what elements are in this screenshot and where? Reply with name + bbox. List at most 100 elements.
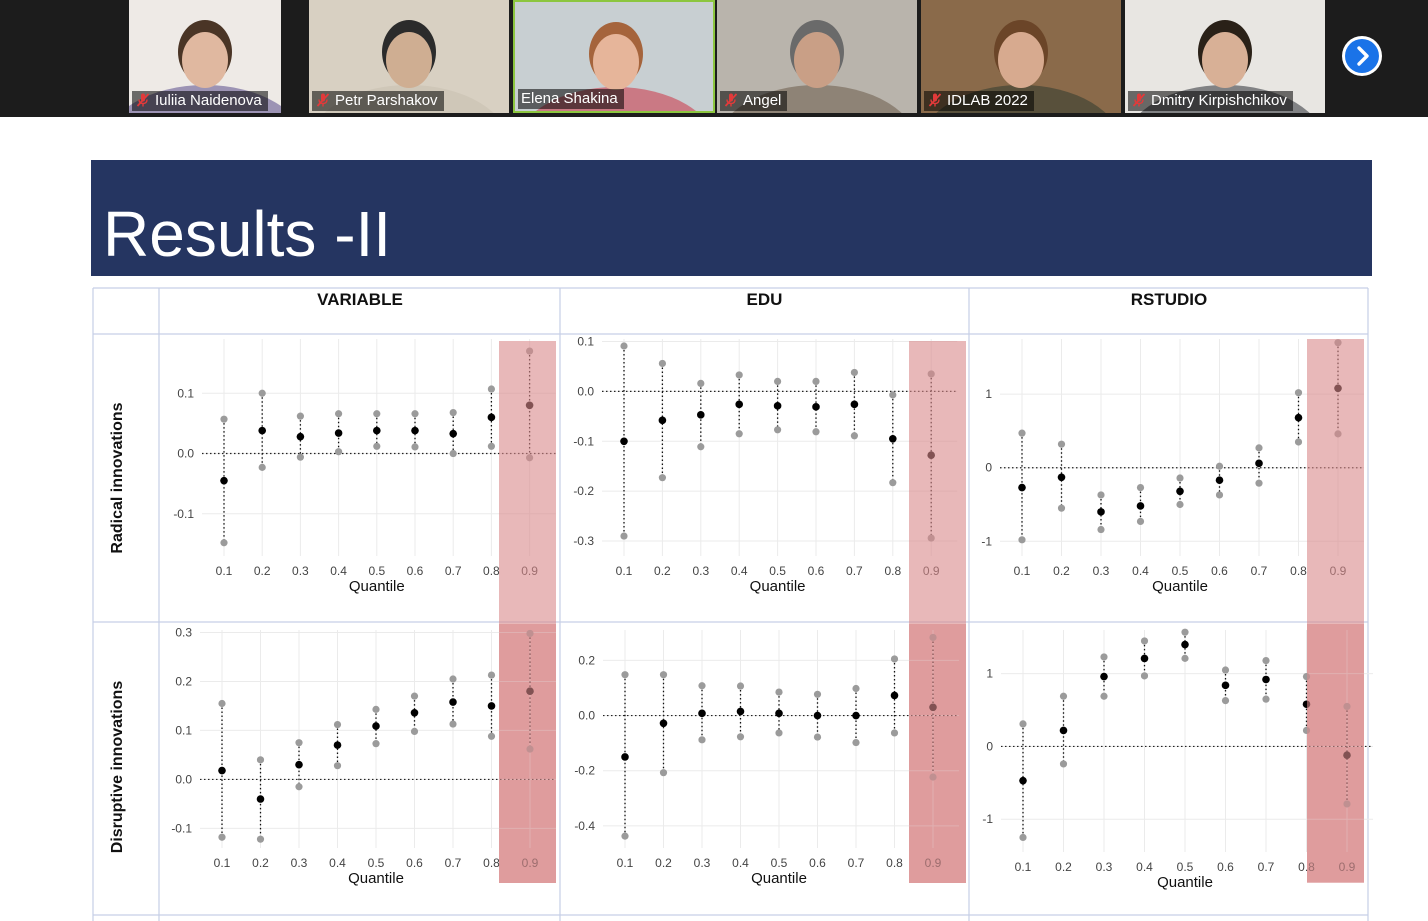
estimate-point — [890, 691, 899, 700]
x-tick-label: 0.2 — [654, 564, 671, 578]
upper-bound-point — [295, 739, 303, 747]
y-tick-label: 0.3 — [175, 625, 192, 639]
lower-bound-point — [410, 727, 419, 736]
estimate-point — [449, 698, 457, 706]
x-axis-label: Quantile — [1157, 874, 1213, 891]
lower-bound-point — [736, 733, 745, 741]
slide-title-bar: Results -II — [91, 160, 1372, 276]
x-tick-label: 0.8 — [483, 564, 500, 578]
estimate-point — [487, 413, 496, 422]
x-tick-label: 0.8 — [1290, 564, 1307, 578]
estimate-point — [334, 429, 343, 437]
participant-name: Angel — [720, 91, 788, 111]
lower-bound-point — [850, 432, 859, 440]
estimate-point — [256, 795, 265, 803]
participant-tile[interactable]: Iuliia Naidenova — [129, 0, 281, 113]
estimate-point — [1019, 776, 1027, 785]
participant-name-text: IDLAB 2022 — [947, 92, 1028, 109]
participant-tile[interactable]: Petr Parshakov — [309, 0, 509, 113]
lower-bound-point — [697, 443, 705, 451]
lower-bound-point — [218, 833, 226, 841]
lower-bound-point — [620, 532, 628, 540]
highlight-quantile-0.9 — [909, 624, 966, 883]
lower-bound-point — [1294, 438, 1303, 446]
x-tick-label: 0.1 — [216, 564, 233, 578]
x-tick-label: 0.1 — [616, 564, 633, 578]
participant-face — [794, 32, 840, 88]
lower-bound-point — [852, 738, 860, 747]
participant-name: Iuliia Naidenova — [132, 91, 268, 111]
x-tick-label: 0.6 — [808, 564, 825, 578]
estimate-point — [1215, 476, 1224, 485]
x-tick-label: 0.1 — [214, 856, 231, 870]
estimate-point — [773, 402, 782, 410]
participant-name-text: Dmitry Kirpishchikov — [1151, 92, 1287, 109]
participant-tile[interactable]: Dmitry Kirpishchikov — [1125, 0, 1325, 113]
y-tick-label: -0.3 — [573, 534, 594, 548]
lower-bound-point — [889, 479, 897, 487]
lower-bound-point — [1221, 697, 1230, 705]
next-page-button[interactable] — [1342, 36, 1382, 76]
upper-bound-point — [852, 684, 860, 693]
slide-title: Results -II — [103, 198, 392, 270]
upper-bound-point — [774, 377, 782, 386]
lower-bound-point — [658, 474, 667, 482]
participant-tile[interactable]: Elena Shakina — [513, 0, 715, 113]
upper-bound-point — [373, 410, 381, 418]
estimate-point — [775, 709, 783, 718]
y-tick-label: 0.2 — [578, 653, 595, 667]
lower-bound-point — [1181, 654, 1189, 662]
x-axis-label: Quantile — [751, 870, 807, 887]
participant-face — [1202, 32, 1248, 88]
upper-bound-point — [659, 671, 668, 679]
lower-bound-point — [1136, 517, 1145, 526]
upper-bound-point — [812, 377, 820, 386]
col-header-edu: EDU — [746, 290, 783, 309]
x-tick-label: 0.3 — [692, 564, 709, 578]
lower-bound-point — [1215, 491, 1224, 499]
upper-bound-point — [411, 410, 419, 418]
participant-name-text: Elena Shakina — [521, 90, 618, 107]
participant-name: Petr Parshakov — [312, 91, 444, 111]
upper-bound-point — [256, 756, 265, 764]
upper-bound-point — [1136, 483, 1145, 492]
x-tick-label: 0.8 — [884, 564, 901, 578]
upper-bound-point — [775, 688, 783, 696]
estimate-point — [813, 711, 822, 720]
participant-name: IDLAB 2022 — [924, 91, 1034, 111]
estimate-point — [218, 766, 226, 775]
col-header-variable: VARIABLE — [317, 290, 403, 309]
x-tick-label: 0.8 — [483, 856, 500, 870]
estimate-point — [1057, 473, 1066, 482]
upper-bound-point — [1176, 474, 1184, 482]
estimate-point — [1255, 459, 1263, 468]
upper-bound-point — [1215, 462, 1224, 470]
lower-bound-point — [335, 448, 343, 456]
upper-bound-point — [1059, 692, 1068, 700]
x-tick-label: 0.2 — [254, 564, 271, 578]
y-tick-label: 0.1 — [175, 723, 192, 737]
y-tick-label: -1 — [981, 534, 992, 548]
upper-bound-point — [487, 671, 496, 679]
lower-bound-point — [1019, 833, 1027, 842]
y-tick-label: -0.1 — [173, 507, 194, 521]
participant-tile[interactable]: IDLAB 2022 — [921, 0, 1121, 113]
estimate-point — [296, 432, 305, 441]
lower-bound-point — [698, 736, 706, 744]
estimate-point — [1059, 726, 1068, 735]
y-tick-label: -0.1 — [573, 434, 594, 448]
upper-bound-point — [1262, 656, 1270, 665]
lower-bound-point — [1097, 525, 1105, 534]
x-tick-label: 0.6 — [406, 856, 423, 870]
upper-bound-point — [620, 342, 628, 350]
upper-bound-point — [1057, 440, 1066, 448]
lower-bound-point — [258, 463, 266, 471]
chevron-right-icon — [1345, 39, 1379, 73]
estimate-point — [258, 426, 267, 435]
y-tick-label: 1 — [985, 387, 992, 401]
lower-bound-point — [1018, 536, 1026, 544]
estimate-point — [659, 719, 668, 728]
estimate-point — [1097, 508, 1105, 516]
estimate-point — [1136, 502, 1145, 510]
participant-tile[interactable]: Angel — [717, 0, 917, 113]
